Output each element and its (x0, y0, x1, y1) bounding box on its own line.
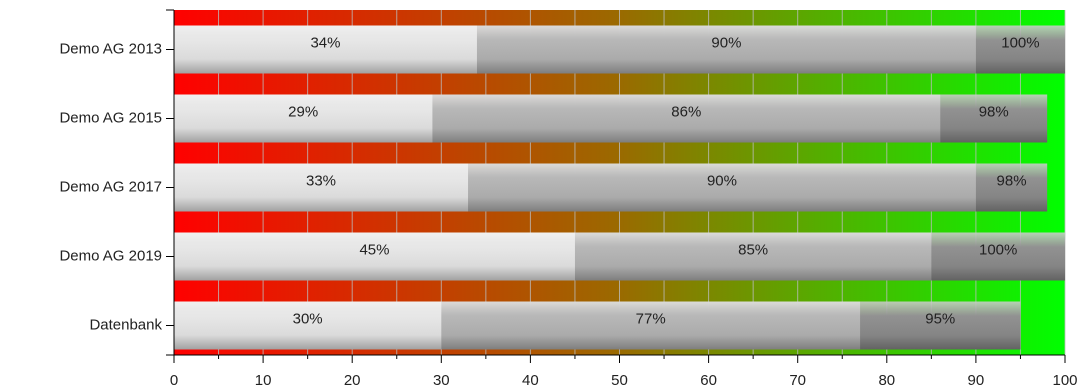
x-tick-label: 80 (878, 372, 895, 389)
y-tick-label: Demo AG 2015 (59, 109, 162, 126)
data-label: 86% (671, 103, 701, 120)
data-label: 100% (1001, 34, 1039, 51)
y-tick-label: Demo AG 2019 (59, 247, 162, 264)
data-label: 30% (293, 310, 323, 327)
data-label: 95% (925, 310, 955, 327)
data-label: 33% (306, 172, 336, 189)
x-tick-label: 10 (255, 372, 272, 389)
data-label: 100% (979, 241, 1017, 258)
x-tick-label: 50 (611, 372, 628, 389)
x-tick-label: 90 (968, 372, 985, 389)
x-tick-label: 40 (522, 372, 539, 389)
data-label: 98% (979, 103, 1009, 120)
data-label: 77% (636, 310, 666, 327)
x-tick-label: 20 (344, 372, 361, 389)
y-tick-label: Datenbank (89, 316, 162, 333)
data-label: 90% (711, 34, 741, 51)
data-label: 90% (707, 172, 737, 189)
x-tick-label: 0 (170, 372, 178, 389)
data-label: 45% (359, 241, 389, 258)
data-label: 98% (997, 172, 1027, 189)
x-tick-label: 70 (789, 372, 806, 389)
x-tick-label: 60 (700, 372, 717, 389)
x-tick-label: 30 (433, 372, 450, 389)
data-label: 34% (310, 34, 340, 51)
data-label: 29% (288, 103, 318, 120)
data-label: 85% (738, 241, 768, 258)
y-tick-label: Demo AG 2013 (59, 40, 162, 57)
x-tick-label: 100 (1052, 372, 1077, 389)
y-tick-label: Demo AG 2017 (59, 178, 162, 195)
